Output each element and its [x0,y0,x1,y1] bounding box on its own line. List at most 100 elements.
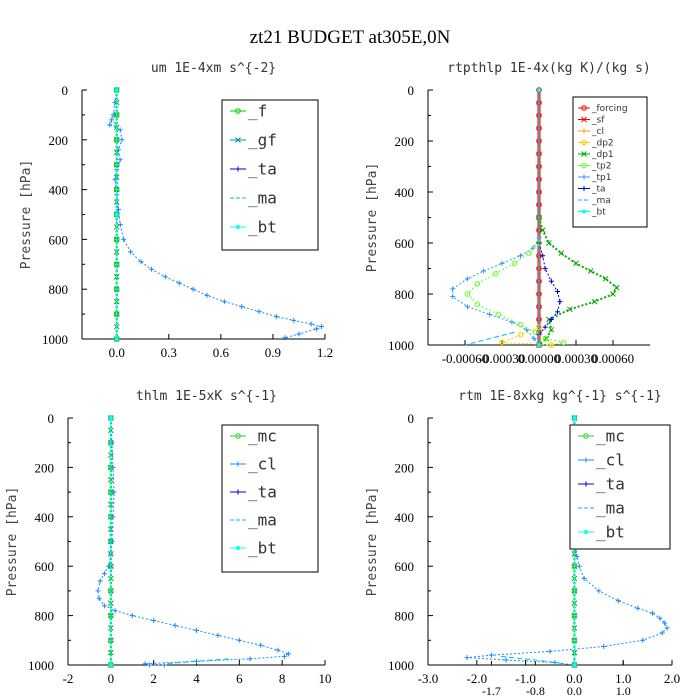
series-dp2-marker [517,332,524,338]
series-tp1-marker [487,311,493,317]
legend-label: _ma [596,499,625,518]
legend-swatch-marker [583,433,589,439]
series-cl-marker [101,571,107,577]
legend-label: _bt [596,523,625,542]
series-dp1-marker [558,250,565,257]
series-cl-marker [547,648,553,654]
x-tick-label: 0.00060 [592,351,634,366]
series-ta-marker [117,157,123,163]
legend-label: _ma [248,511,277,530]
x-tick-label: 2.0 [664,671,680,686]
series-ta-marker [282,335,288,341]
series-line-tp2 [466,242,564,346]
series-bt-marker [572,416,577,420]
series-ta-marker [162,274,168,280]
y-tick-label: 1000 [388,338,414,353]
series-cl-marker [142,661,148,667]
legend-label: _ta [596,475,625,494]
legend-label: _gf [248,131,277,150]
legend-label: _ta [591,185,606,195]
y-tick-label: 1000 [28,658,54,673]
series-line-ma [110,114,119,131]
y-tick-label: 600 [395,559,415,574]
series-line-ta [538,242,561,336]
y-tick-label: 0 [408,83,415,98]
legend-swatch-marker [235,166,241,172]
series-cl-marker [215,632,221,638]
chart-title: um 1E-4xm s^{-2} [151,61,276,76]
x-extra-tick-label: 1.0 [616,684,631,698]
series-ta-marker [109,117,115,123]
series-dp1-marker [548,326,555,333]
series-cl-marker [236,637,242,643]
y-axis-label: Pressure [hPa] [19,160,34,270]
y-tick-label: 800 [49,282,69,297]
series-tp2-marker [493,270,499,277]
series-line-cl [466,418,668,666]
series-tp2-marker [464,291,471,297]
x-tick-label: 8 [279,671,286,686]
legend-swatch-marker [235,108,241,114]
series-ta-marker [542,324,548,330]
series-dp1-marker [573,260,579,267]
series-ta-marker [273,314,279,320]
y-tick-label: 200 [49,133,69,148]
x-tick-label: -2 [63,671,74,686]
series-cl-marker [146,662,152,668]
x-tick-label: 6 [236,671,243,686]
series-ta-marker [555,288,560,294]
series-line-ma [164,658,229,665]
series-ta-marker [540,253,546,259]
legend-swatch-marker [581,116,587,123]
series-ta-marker [128,249,134,255]
x-tick-label: 2 [150,671,157,686]
series-line-ma [464,331,515,346]
legend-label: _sf [591,116,605,126]
series-cl-marker [581,576,587,582]
x-tick-label: 0.00030 [555,351,597,366]
x-tick-label: -2.0 [467,671,488,686]
series-ta-marker [239,304,245,310]
series-cl-marker [574,553,580,559]
legend-swatch-marker [235,461,241,467]
x-tick-label: 0.9 [265,345,281,360]
series-cl-marker [488,652,494,658]
legend-box [569,424,671,550]
series-cl-marker [615,598,621,604]
y-tick-label: 800 [395,609,415,624]
series-bt-marker [537,343,541,347]
chart-panel-rtpthlp: rtpthlp 1E-4x(kg K)/(kg s) Pressure [hPa]… [365,61,651,366]
series-cl-marker [97,578,103,584]
series-cl-marker [657,615,663,621]
figure-title: zt21 BUDGET at305E,0N [250,27,451,48]
y-tick-label: 800 [395,287,415,302]
x-tick-label: 0.0 [566,671,582,686]
series-ta-marker [542,266,548,271]
legend-swatch-marker [581,105,587,111]
series-cl-marker [635,605,641,611]
chart-panel-thlm: thlm 1E-5xK s^{-1} Pressure [hPa] 0 200 400 6… [5,389,332,686]
y-tick-label: 400 [35,510,55,525]
y-tick-label: 0 [48,411,55,426]
series-cl-marker [275,647,281,653]
series-bt-marker [108,663,113,667]
series-bt-marker [537,88,541,92]
series-ta-marker [110,112,116,118]
series-ta-marker [117,127,123,133]
legend: _forcing _sf_cl _dp2_dp1 _tp2_tp1 _ta_ma _bt [572,96,648,228]
legend-label: _ma [591,196,611,206]
series-dp1-marker [591,298,598,305]
series-dp2-marker [499,339,505,346]
series-tp2-marker [542,335,548,342]
series-tp2-marker [560,339,567,346]
series-tp1-marker [518,253,523,259]
legend-label: _dp1 [591,150,614,160]
y-tick-label: 0 [62,83,69,98]
x-tick-label: 1.2 [317,345,333,360]
series-ta-marker [221,299,227,305]
series-cl-marker [659,630,665,636]
series-cl-marker [601,643,607,649]
series-tp2-marker [474,281,481,287]
series-ta-marker [319,324,325,330]
y-tick-label: 200 [395,460,415,475]
